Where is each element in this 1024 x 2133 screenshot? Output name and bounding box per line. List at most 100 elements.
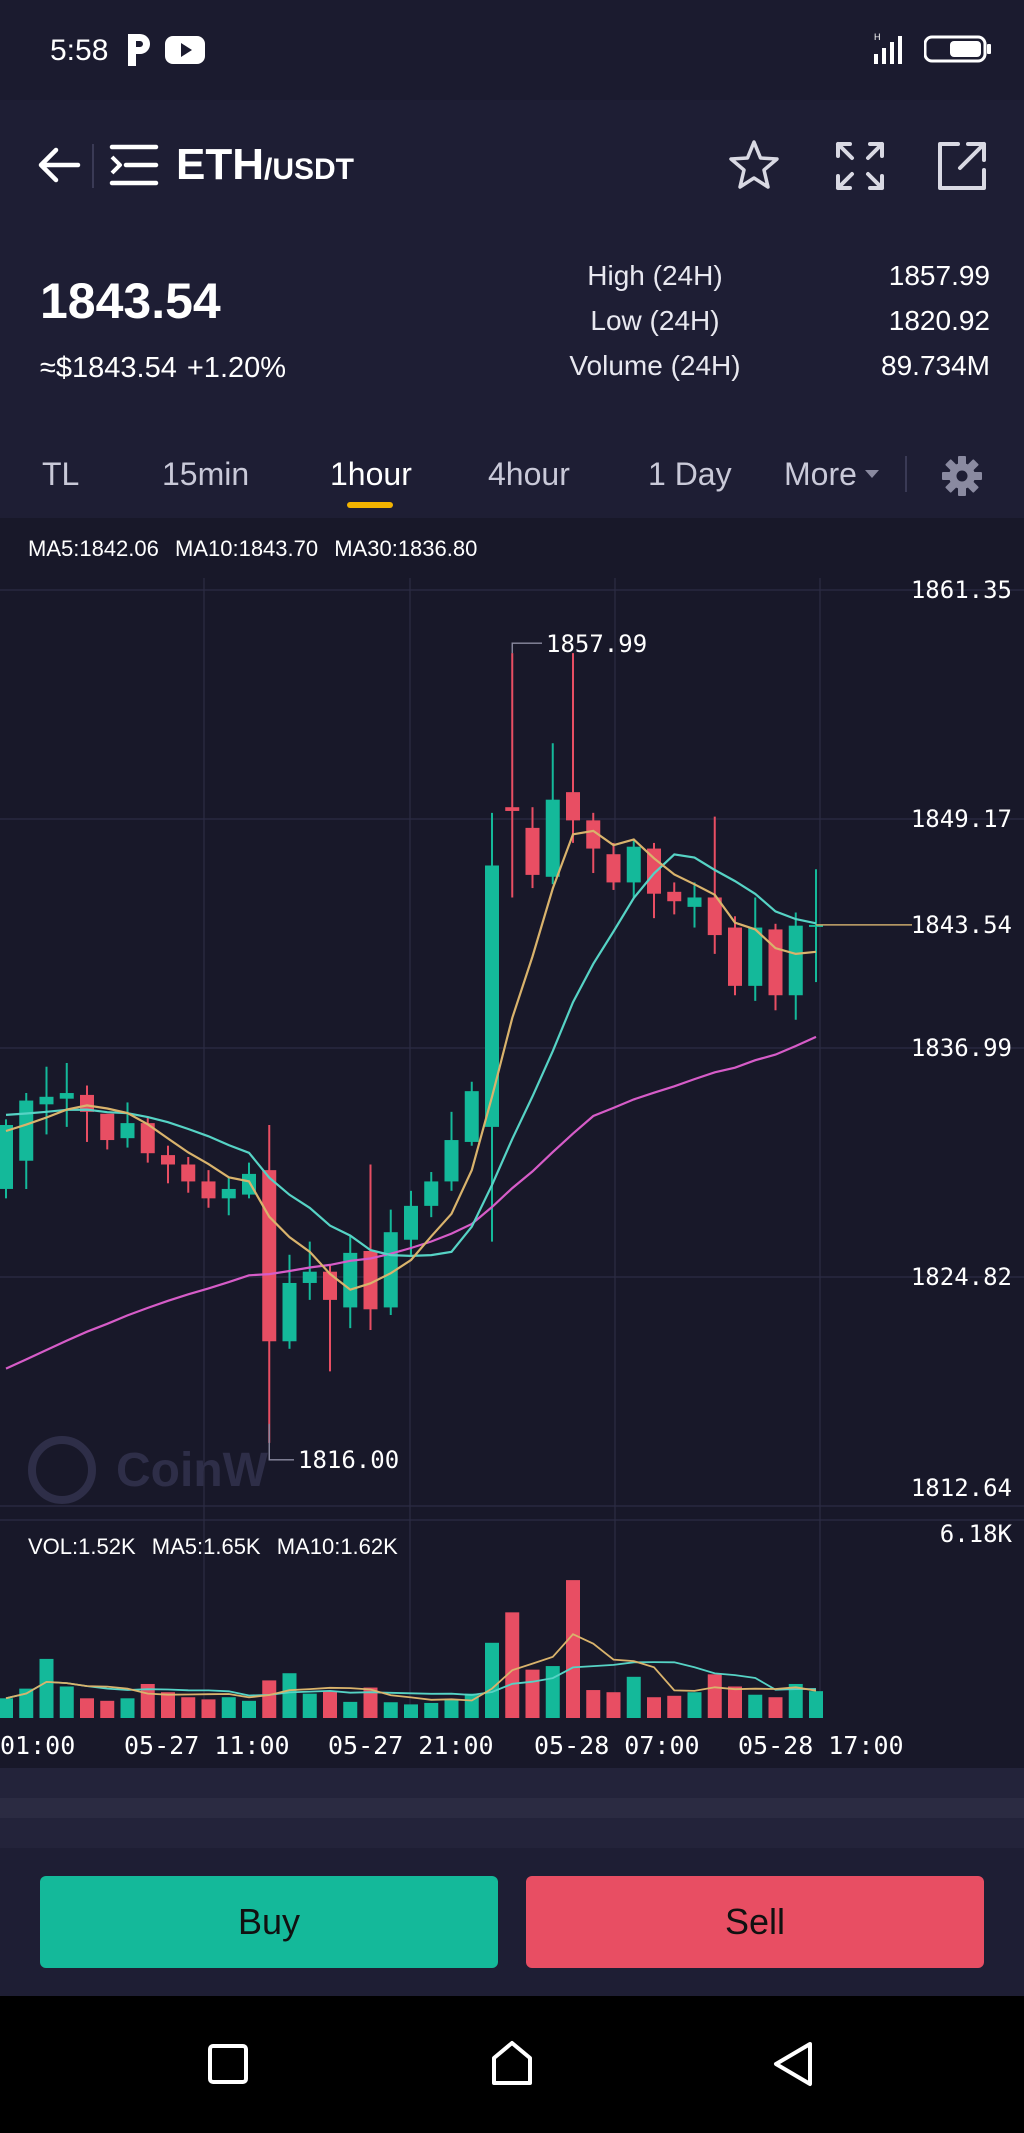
status-bar: 5:58 H [0, 0, 1024, 100]
signal-icon: H [874, 32, 902, 64]
price-axis-label: 1812.64 [911, 1474, 1012, 1502]
tab-more-label: More [784, 456, 857, 492]
time-axis-label: 05-28 07:00 [534, 1731, 700, 1760]
volume-bar [728, 1686, 742, 1718]
price-axis-label: 1861.35 [911, 576, 1012, 604]
volume-ma10-line [5, 1661, 817, 1700]
volume-bar [788, 1683, 803, 1718]
volume-bar [809, 1691, 823, 1718]
volume-bar [282, 1673, 297, 1718]
ma10-line [5, 853, 817, 1258]
pair-quote: /USDT [264, 153, 354, 186]
volume-bar [59, 1686, 74, 1718]
volume-bar [525, 1669, 540, 1718]
trade-actions: Buy Sell [0, 1848, 1024, 1996]
volume-bar [161, 1692, 175, 1718]
expand-icon[interactable] [832, 138, 888, 194]
vol-value: VOL:1.52K [28, 1534, 136, 1559]
volume-bar [586, 1690, 601, 1718]
volume-bar [262, 1680, 277, 1718]
tab-4hour[interactable]: 4hour [488, 456, 570, 492]
stat-low-value: 1820.92 [888, 305, 990, 336]
ma10-value: MA10:1843.70 [175, 536, 319, 561]
tab-tl[interactable]: TL [42, 456, 80, 492]
buy-button[interactable]: Buy [40, 1876, 498, 1968]
candle-body [545, 799, 560, 877]
volume-bar [667, 1695, 682, 1718]
price-subline: ≈$1843.54 +1.20% [40, 352, 286, 385]
nav-back-icon[interactable] [770, 2040, 816, 2088]
candle-body [19, 1100, 34, 1161]
tab-1day[interactable]: 1 Day [648, 456, 732, 492]
svg-text:H: H [874, 32, 881, 42]
min-price-label: 1816.00 [298, 1446, 399, 1474]
volume-bar [181, 1697, 196, 1718]
candle-body [667, 891, 682, 902]
chart-canvas: CoinW 1861.35 1849.17 1836.99 1824.82 1812.6… [0, 576, 1024, 1760]
volume-bar [0, 1698, 13, 1718]
candle-body [262, 1170, 277, 1342]
ma5-value: MA5:1842.06 [28, 536, 159, 561]
stat-volume-value: 89.734M [881, 350, 990, 381]
volume-bar [242, 1700, 256, 1718]
candle-body [161, 1155, 175, 1165]
home-icon[interactable] [488, 2038, 536, 2088]
vol-ma5-value: MA5:1.65K [151, 1534, 261, 1559]
candle-body [586, 820, 601, 849]
candle-body [221, 1188, 236, 1199]
volume-bar [768, 1697, 783, 1718]
time-axis-label: 01:00 [0, 1731, 75, 1760]
stat-volume-label: Volume (24H) [569, 350, 741, 381]
candle-body [404, 1205, 418, 1240]
max-price-leader [511, 642, 542, 654]
stat-low-label: Low (24H) [590, 305, 720, 336]
candle-body [606, 854, 621, 883]
candle-body [363, 1251, 378, 1310]
star-icon[interactable] [724, 136, 784, 196]
volume-bar [221, 1697, 236, 1718]
volume-bar [485, 1642, 499, 1718]
interval-tabs: TL 15min 1hour 4hour 1 Day More [0, 430, 1024, 518]
candle-body [39, 1096, 54, 1105]
candle-body [323, 1271, 337, 1300]
candle-body [505, 807, 520, 811]
menu-icon[interactable] [108, 142, 160, 188]
recent-apps-icon[interactable] [206, 2042, 250, 2086]
stats-24h: High (24H) 1857.99 Low (24H) 1820.92 Vol… [560, 260, 990, 395]
candle-body [728, 927, 742, 986]
max-price-label: 1857.99 [546, 630, 647, 658]
candle-body [140, 1123, 155, 1154]
candle-body [485, 865, 499, 1127]
candle-body [809, 924, 823, 927]
pair-base: ETH [176, 140, 264, 189]
candle-body [80, 1094, 94, 1112]
stat-high: High (24H) 1857.99 [560, 260, 990, 305]
candle-body [302, 1271, 317, 1283]
ma30-value: MA30:1836.80 [334, 536, 478, 561]
trading-pair-title[interactable]: ETH/USDT [176, 140, 354, 190]
share-icon[interactable] [934, 138, 990, 194]
candle-body [424, 1181, 439, 1206]
youtube-icon [165, 36, 205, 64]
back-icon[interactable] [34, 140, 84, 190]
candle-body [788, 925, 803, 996]
active-tab-indicator [347, 502, 393, 508]
tab-1hour[interactable]: 1hour [330, 456, 412, 492]
footer-strip-band [0, 1798, 1024, 1818]
tab-15min[interactable]: 15min [162, 456, 250, 492]
vol-ma10-value: MA10:1.62K [276, 1534, 398, 1559]
candle-body [444, 1140, 459, 1182]
p-app-icon [128, 34, 150, 66]
tab-more[interactable]: More [784, 456, 879, 493]
sell-button[interactable]: Sell [526, 1876, 984, 1968]
gear-icon[interactable] [940, 454, 984, 498]
volume-bar [748, 1694, 763, 1718]
stat-volume: Volume (24H) 89.734M [560, 350, 990, 395]
volume-bar [363, 1687, 378, 1718]
volume-bar [100, 1700, 115, 1718]
tabs-divider [905, 456, 907, 492]
volume-bar [606, 1692, 621, 1718]
system-nav-bar [0, 1996, 1024, 2133]
kline-chart[interactable]: CoinW 1861.35 1849.17 1836.99 1824.82 1812.6… [0, 518, 1024, 1768]
candle-body [566, 792, 580, 821]
